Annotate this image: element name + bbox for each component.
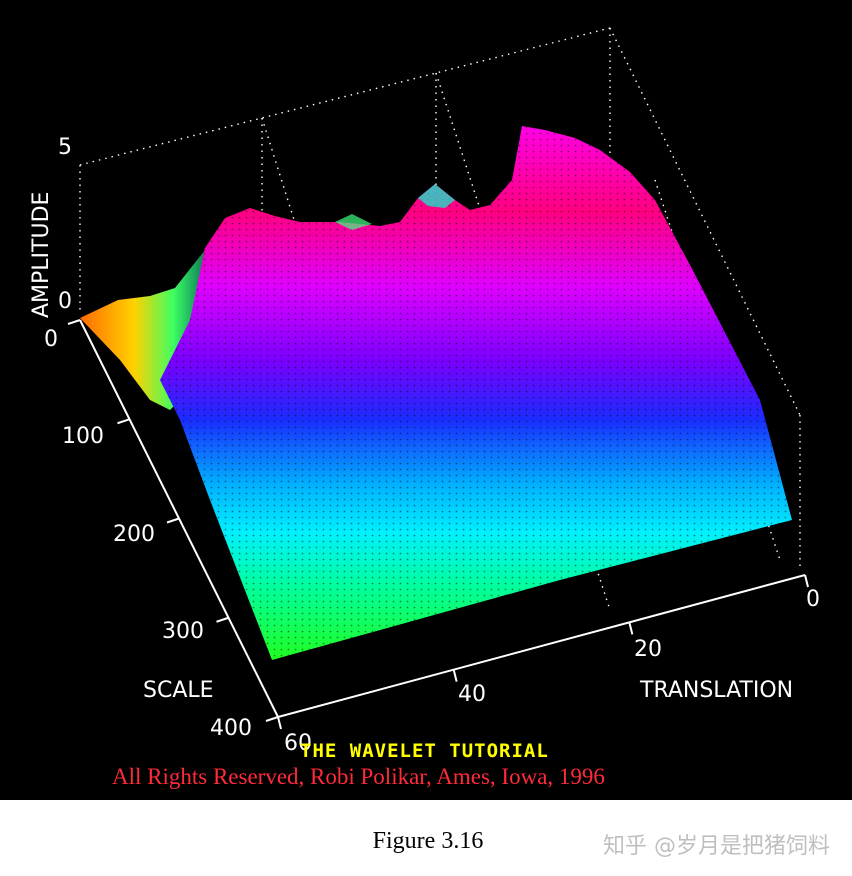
- y-tick-labels: 0 100 200 300 400: [44, 327, 252, 741]
- tick-mark: [265, 716, 279, 722]
- tick-mark: [117, 418, 130, 425]
- x-tick-label: 60: [284, 731, 312, 756]
- chart-panel: 5 0 0 100 200 300 400 0 20 40 60 SCALE T…: [0, 0, 852, 800]
- surface-peak-ridge: [418, 184, 455, 208]
- credit-line: All Rights Reserved, Robi Polikar, Ames,…: [112, 764, 605, 789]
- z-tick-label: 5: [58, 135, 72, 160]
- surface-back-ridge: [335, 214, 372, 230]
- y-tick-label: 400: [210, 716, 252, 741]
- amplitude-axis-label: AMPLITUDE: [29, 192, 54, 318]
- scale-axis-label: SCALE: [143, 678, 214, 703]
- z-tick-labels: 5 0: [58, 135, 72, 314]
- y-tick-label: 0: [44, 327, 58, 352]
- grid-line: [79, 27, 611, 166]
- tick-mark: [628, 622, 634, 635]
- x-tick-label: 0: [806, 587, 820, 612]
- credit-title: THE WAVELET TUTORIAL: [300, 740, 549, 762]
- y-tick-label: 100: [62, 424, 104, 449]
- surface: [80, 126, 792, 660]
- surface-plot: 5 0 0 100 200 300 400 0 20 40 60 SCALE T…: [29, 27, 820, 756]
- tick-mark: [804, 574, 809, 588]
- surface-mesh: [160, 126, 792, 660]
- grid-line: [609, 27, 801, 416]
- z-tick-label: 0: [58, 289, 72, 314]
- x-tick-label: 20: [634, 637, 662, 662]
- tick-mark: [452, 669, 458, 682]
- x-tick-label: 40: [458, 682, 486, 707]
- tick-mark: [277, 716, 282, 730]
- y-tick-label: 300: [162, 619, 204, 644]
- x-tick-labels: 0 20 40 60: [284, 587, 820, 756]
- figure-caption: Figure 3.16: [372, 828, 484, 854]
- tick-mark: [166, 517, 180, 524]
- tick-marks: [67, 319, 809, 730]
- tick-mark: [67, 319, 81, 325]
- translation-axis-label: TRANSLATION: [639, 678, 793, 703]
- translation-axis-line: [277, 574, 806, 718]
- grid-box: [79, 27, 801, 621]
- tick-mark: [216, 616, 229, 623]
- watermark: 知乎 @岁月是把猪饲料: [603, 834, 830, 859]
- y-tick-label: 200: [113, 522, 155, 547]
